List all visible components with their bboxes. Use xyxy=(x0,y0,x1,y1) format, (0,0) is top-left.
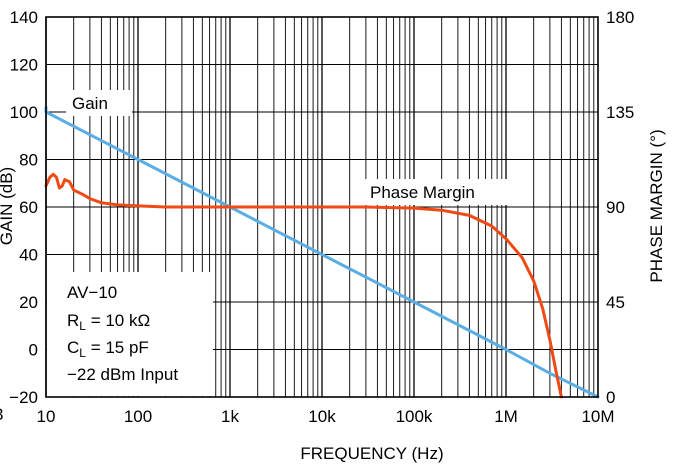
conditions-box xyxy=(47,272,213,396)
y-axis-title-right: PHASE MARGIN (°) xyxy=(647,129,666,282)
y-axis-title-left: GAIN (dB) xyxy=(0,167,16,245)
y-left-tick-label: 140 xyxy=(10,8,38,27)
x-tick-label: 100 xyxy=(124,407,152,426)
phase-margin-label: Phase Margin xyxy=(370,183,475,202)
condition-cl: CL = 15 pF xyxy=(67,338,149,360)
condition-cl-sub: L xyxy=(79,346,86,360)
y-left-tick-label: 60 xyxy=(19,198,38,217)
tick-labels: 10 100 1k 10k 100k 1M 10M −20 0 20 40 60 80 100 120 140… xyxy=(9,8,634,426)
y-left-tick-label: 100 xyxy=(10,103,38,122)
y-right-tick-label: 0 xyxy=(606,388,615,407)
y-right-tick-label: 90 xyxy=(606,198,625,217)
condition-rl-rest: = 10 kΩ xyxy=(86,311,150,330)
y-left-tick-label: 80 xyxy=(19,151,38,170)
y-left-tick-label: 40 xyxy=(19,246,38,265)
phase-margin-series-line xyxy=(44,172,563,399)
x-tick-label: 10M xyxy=(581,407,614,426)
gain-series-line xyxy=(44,105,600,399)
y-right-tick-label: 45 xyxy=(606,293,625,312)
condition-rl-main: R xyxy=(67,311,79,330)
x-tick-label: 10 xyxy=(37,407,56,426)
y-left-tick-label: 0 xyxy=(29,341,38,360)
condition-rl: RL = 10 kΩ xyxy=(67,311,150,333)
plot-frame xyxy=(45,16,599,398)
x-tick-label: 10k xyxy=(308,407,336,426)
x-axis-title: FREQUENCY (Hz) xyxy=(300,444,443,463)
condition-cl-rest: = 15 pF xyxy=(86,338,149,357)
y-left-tick-label: −20 xyxy=(9,388,38,407)
y-right-tick-label: 180 xyxy=(606,8,634,27)
condition-av: AV−10 xyxy=(67,283,117,302)
phase-label-box xyxy=(363,179,509,205)
x-tick-label: 1k xyxy=(221,407,239,426)
y-left-tick-label: 20 xyxy=(19,293,38,312)
condition-cl-main: C xyxy=(67,338,79,357)
x-tick-label: 1M xyxy=(494,407,518,426)
gain-label: Gain xyxy=(72,94,108,113)
condition-rl-sub: L xyxy=(79,319,86,333)
x-tick-label: 100k xyxy=(396,407,433,426)
y-left-tick-label: 120 xyxy=(10,56,38,75)
gain-label-box xyxy=(66,90,132,116)
series-layer xyxy=(44,105,600,399)
condition-input: −22 dBm Input xyxy=(67,365,178,384)
cut-tick-label: 3 xyxy=(0,405,3,424)
y-right-tick-label: 135 xyxy=(606,103,634,122)
